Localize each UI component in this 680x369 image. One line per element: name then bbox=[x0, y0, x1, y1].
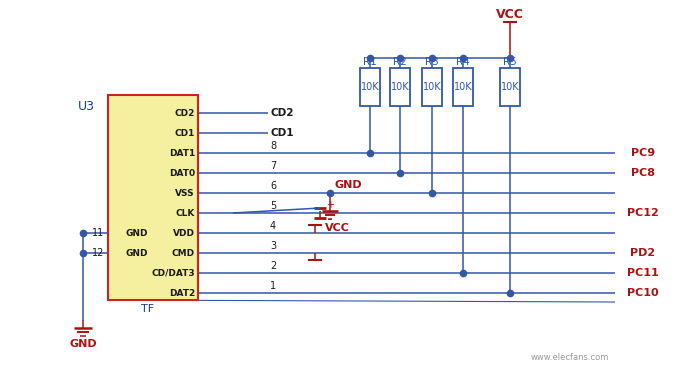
Text: GND: GND bbox=[126, 248, 148, 258]
Bar bbox=[453, 68, 473, 106]
Text: 1: 1 bbox=[270, 281, 276, 291]
Text: 10K: 10K bbox=[500, 82, 520, 92]
Text: 10K: 10K bbox=[454, 82, 473, 92]
Text: 11: 11 bbox=[92, 228, 104, 238]
Text: R4: R4 bbox=[456, 57, 470, 67]
Text: 10K: 10K bbox=[391, 82, 409, 92]
Text: www.elecfans.com: www.elecfans.com bbox=[531, 352, 609, 362]
Bar bbox=[108, 95, 198, 300]
Text: +: + bbox=[326, 200, 334, 210]
Text: 7: 7 bbox=[270, 161, 276, 171]
Text: GND: GND bbox=[126, 228, 148, 238]
Text: 2: 2 bbox=[270, 261, 276, 271]
Bar bbox=[390, 68, 410, 106]
Text: R3: R3 bbox=[425, 57, 439, 67]
Text: R5: R5 bbox=[503, 57, 517, 67]
Text: DAT1: DAT1 bbox=[169, 148, 195, 158]
Text: GND: GND bbox=[69, 339, 97, 349]
Text: VCC: VCC bbox=[496, 7, 524, 21]
Text: U3: U3 bbox=[78, 100, 95, 114]
Text: VDD: VDD bbox=[173, 228, 195, 238]
Text: 10K: 10K bbox=[360, 82, 379, 92]
Text: CD2: CD2 bbox=[270, 108, 294, 118]
Text: PD2: PD2 bbox=[630, 248, 656, 258]
Text: PC11: PC11 bbox=[627, 268, 659, 278]
Text: CD/DAT3: CD/DAT3 bbox=[152, 269, 195, 277]
Text: R2: R2 bbox=[393, 57, 407, 67]
Text: VSS: VSS bbox=[175, 189, 195, 197]
Text: CMD: CMD bbox=[172, 248, 195, 258]
Text: PC8: PC8 bbox=[631, 168, 655, 178]
Text: 6: 6 bbox=[270, 181, 276, 191]
Text: CD1: CD1 bbox=[175, 128, 195, 138]
Text: PC12: PC12 bbox=[627, 208, 659, 218]
Text: 8: 8 bbox=[270, 141, 276, 151]
Text: GND: GND bbox=[334, 180, 362, 190]
Bar bbox=[500, 68, 520, 106]
Text: 3: 3 bbox=[270, 241, 276, 251]
Text: R1: R1 bbox=[363, 57, 377, 67]
Text: CD1: CD1 bbox=[270, 128, 294, 138]
Text: CD2: CD2 bbox=[175, 108, 195, 117]
Text: 12: 12 bbox=[92, 248, 104, 258]
Text: DAT0: DAT0 bbox=[169, 169, 195, 177]
Text: -: - bbox=[328, 214, 333, 227]
Bar bbox=[360, 68, 380, 106]
Text: PC9: PC9 bbox=[631, 148, 655, 158]
Text: 10K: 10K bbox=[423, 82, 441, 92]
Text: PC10: PC10 bbox=[627, 288, 659, 298]
Text: 4: 4 bbox=[270, 221, 276, 231]
Text: VCC: VCC bbox=[324, 223, 350, 233]
Text: DAT2: DAT2 bbox=[169, 289, 195, 297]
Bar bbox=[422, 68, 442, 106]
Text: 5: 5 bbox=[270, 201, 276, 211]
Text: TF: TF bbox=[141, 304, 154, 314]
Text: CLK: CLK bbox=[175, 208, 195, 217]
